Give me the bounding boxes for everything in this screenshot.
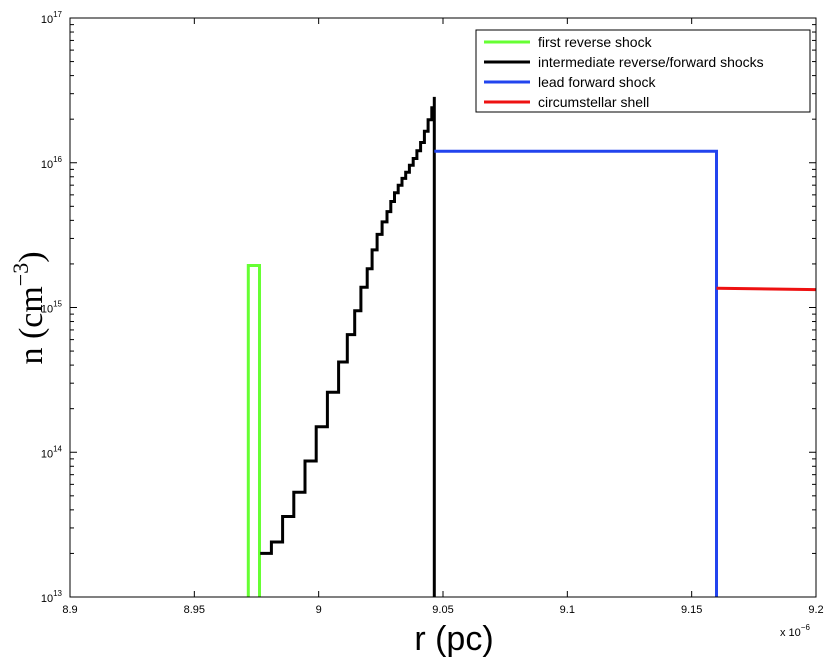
- y-axis-label: n (cm−3): [8, 251, 50, 364]
- legend: first reverse shock intermediate reverse/…: [475, 29, 811, 113]
- axes: 8.9 8.95 9 9.05 9.1 9.15 9.2 1013 1014 1015 1016 10…: [8, 10, 824, 658]
- x-tick-label: 9: [316, 604, 322, 616]
- x-multiplier-label: x 10−6: [780, 623, 810, 639]
- legend-label-3: lead forward shock: [538, 74, 657, 90]
- legend-label-4: circumstellar shell: [538, 94, 649, 110]
- legend-label-2: intermediate reverse/forward shocks: [538, 54, 764, 70]
- series-line-4: [716, 286, 816, 292]
- x-tick-label: 9.15: [681, 604, 702, 616]
- y-tick-label: 1016: [41, 155, 63, 171]
- y-tick-label: 1013: [41, 589, 63, 605]
- x-tick-label: 9.1: [560, 604, 575, 616]
- plot-area: [246, 96, 816, 597]
- legend-box: [475, 29, 811, 113]
- x-tick-label: 8.9: [62, 604, 77, 616]
- y-tick-label: 1014: [41, 444, 63, 460]
- x-axis-label: r (pc): [414, 620, 493, 658]
- series-line-3: [434, 149, 718, 597]
- series-line-2: [260, 96, 436, 597]
- x-tick-label: 9.05: [432, 604, 453, 616]
- y-tick-label: 1017: [41, 10, 63, 26]
- legend-label-1: first reverse shock: [538, 34, 653, 50]
- x-tick-label: 8.95: [184, 604, 205, 616]
- series-line-1: [246, 264, 261, 597]
- x-tick-label: 9.2: [808, 604, 823, 616]
- y-tick-label: 1015: [41, 300, 63, 316]
